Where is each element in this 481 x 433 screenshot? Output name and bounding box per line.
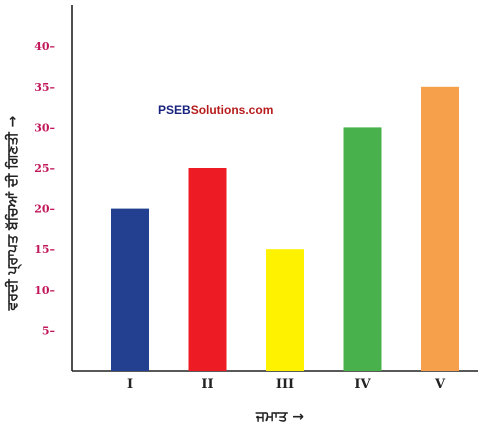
y-tick-label: 15–	[34, 243, 55, 256]
y-tick-label: 25–	[34, 162, 55, 175]
bar-III	[266, 249, 304, 371]
x-tick-label: IV	[354, 377, 371, 392]
y-tick-labels: 5– 10– 15– 20– 25– 30– 35– 40–	[34, 40, 55, 337]
bar-V	[421, 86, 459, 372]
y-tick-label: 40–	[34, 40, 55, 53]
y-tick-label: 20–	[34, 203, 55, 216]
watermark: PSEBSolutions.com	[158, 103, 273, 117]
x-tick-label: I	[127, 377, 133, 392]
bar-II	[188, 168, 227, 371]
x-tick-label: II	[201, 377, 213, 392]
watermark-part-b: Solutions.com	[191, 103, 274, 117]
bar-series	[111, 86, 459, 372]
x-axis-title: ਜਮਾਤ →	[255, 409, 304, 425]
bar-I	[111, 208, 149, 371]
x-tick-labels: I II III IV V	[127, 377, 446, 392]
watermark-part-a: PSEB	[158, 103, 191, 117]
y-tick-label: 5–	[42, 324, 55, 337]
x-tick-label: V	[434, 377, 446, 392]
y-tick-label: 10–	[34, 284, 55, 297]
y-tick-label: 30–	[34, 121, 55, 134]
bar-IV	[343, 127, 382, 372]
x-tick-label: III	[276, 377, 294, 392]
y-axis-title: ਵਰਦੀ ਪ੍ਰਾਪਤ ਬੱਚਿਆਂ ਦੀ ਗਿਣਤੀ →	[4, 115, 22, 311]
y-tick-label: 35–	[34, 81, 55, 94]
